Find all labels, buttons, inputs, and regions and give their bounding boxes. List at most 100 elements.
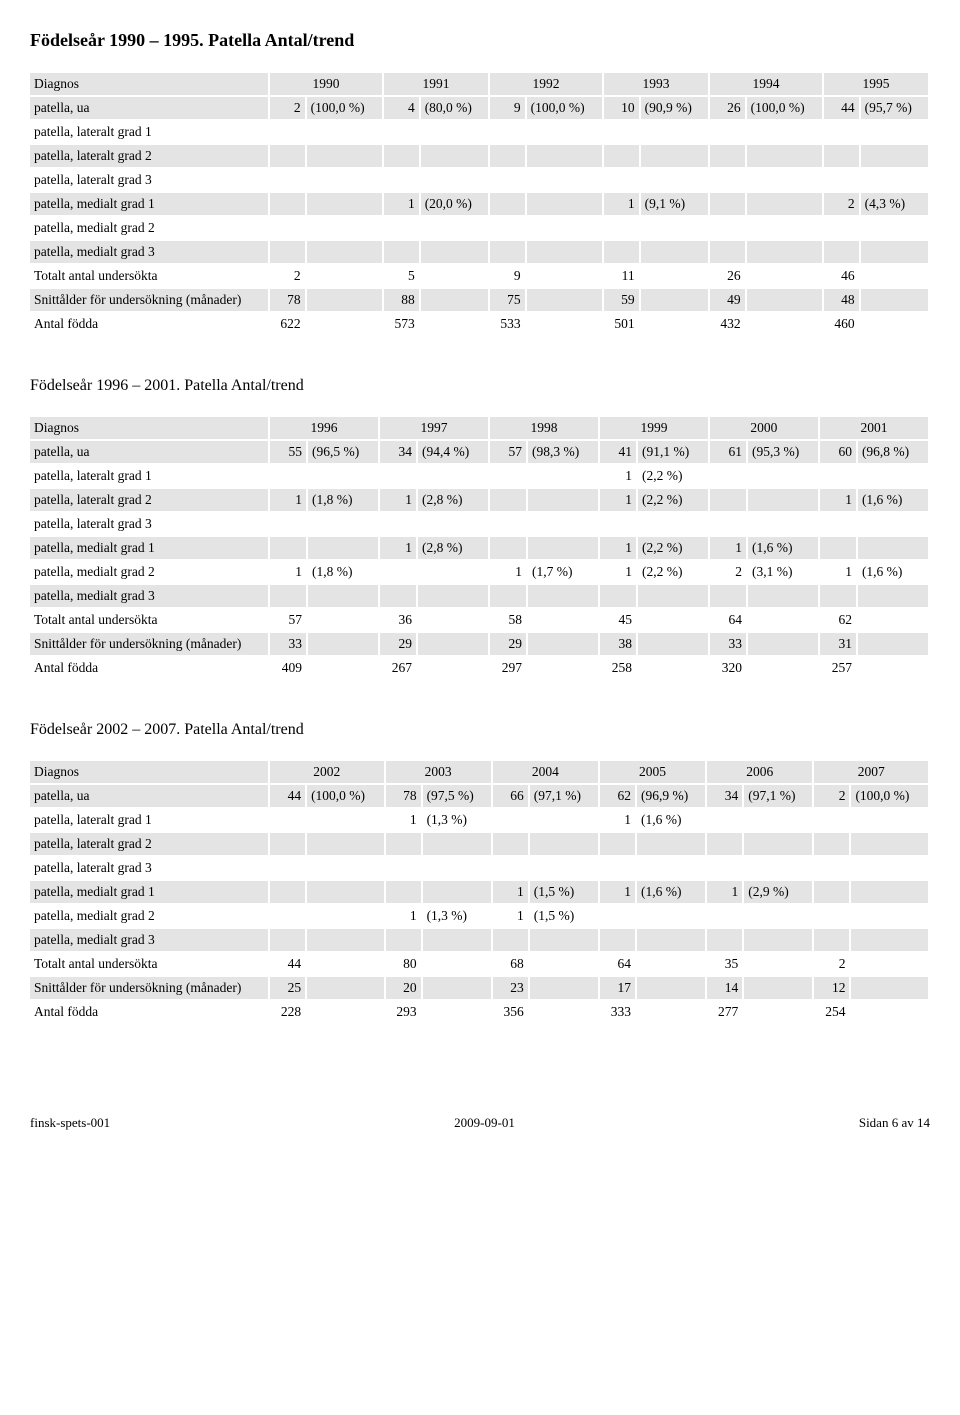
cell-percent: (1,8 %)	[307, 488, 379, 512]
cell-value	[489, 192, 526, 216]
cell-percent: (1,6 %)	[636, 808, 706, 832]
cell-percent: (98,3 %)	[527, 440, 599, 464]
table-row: patella, medialt grad 21(1,8 %)1(1,7 %)1…	[30, 560, 929, 584]
table-row: Totalt antal undersökta259112646	[30, 264, 929, 288]
cell-percent	[307, 608, 379, 632]
cell-value	[269, 168, 306, 192]
column-header-year: 1995	[823, 73, 929, 96]
cell-value: 64	[709, 608, 747, 632]
cell-percent	[527, 608, 599, 632]
table-row: Antal födda228293356333277254	[30, 1000, 929, 1024]
cell-value: 1	[492, 904, 529, 928]
cell-value: 228	[269, 1000, 306, 1024]
cell-percent	[850, 904, 929, 928]
cell-value: 55	[269, 440, 307, 464]
cell-value	[269, 536, 307, 560]
cell-percent	[417, 584, 489, 608]
cell-value	[269, 856, 306, 880]
cell-value: 4	[383, 96, 420, 120]
cell-value	[492, 832, 529, 856]
column-header-diagnos: Diagnos	[30, 417, 269, 440]
table-row: patella, medialt grad 11(2,8 %)1(2,2 %)1…	[30, 536, 929, 560]
column-header-year: 1990	[269, 73, 383, 96]
cell-percent: (100,0 %)	[850, 784, 929, 808]
cell-value: 5	[383, 264, 420, 288]
cell-percent	[743, 856, 813, 880]
section-title-2: Födelseår 1996 – 2001. Patella Antal/tre…	[30, 377, 930, 395]
row-label: patella, lateralt grad 1	[30, 808, 269, 832]
row-label: Totalt antal undersökta	[30, 608, 269, 632]
table-row: patella, ua55(96,5 %)34(94,4 %)57(98,3 %…	[30, 440, 929, 464]
cell-percent	[306, 832, 384, 856]
cell-percent	[637, 608, 709, 632]
cell-percent	[747, 488, 819, 512]
cell-percent: (95,7 %)	[860, 96, 929, 120]
cell-percent	[746, 288, 823, 312]
column-header-year: 1991	[383, 73, 489, 96]
cell-value	[706, 808, 743, 832]
row-label: patella, medialt grad 3	[30, 584, 269, 608]
column-header-year: 2002	[269, 761, 385, 784]
cell-value: 31	[819, 632, 857, 656]
table-row: patella, lateralt grad 1	[30, 120, 929, 144]
table-row: patella, lateralt grad 2	[30, 832, 929, 856]
cell-percent: (2,2 %)	[637, 464, 709, 488]
cell-percent	[746, 216, 823, 240]
cell-value	[823, 120, 860, 144]
table-row: Totalt antal undersökta573658456462	[30, 608, 929, 632]
cell-percent	[746, 240, 823, 264]
cell-percent	[420, 144, 489, 168]
cell-percent: (20,0 %)	[420, 192, 489, 216]
cell-percent	[857, 632, 929, 656]
cell-percent	[850, 856, 929, 880]
cell-percent	[306, 928, 384, 952]
cell-value	[385, 856, 422, 880]
cell-value: 2	[269, 96, 306, 120]
cell-percent	[420, 168, 489, 192]
cell-percent	[529, 976, 599, 1000]
cell-value: 9	[489, 96, 526, 120]
cell-value: 333	[599, 1000, 636, 1024]
cell-value: 277	[706, 1000, 743, 1024]
cell-value: 57	[269, 608, 307, 632]
cell-value: 409	[269, 656, 307, 680]
cell-value: 68	[492, 952, 529, 976]
row-label: patella, ua	[30, 440, 269, 464]
row-label: patella, lateralt grad 3	[30, 856, 269, 880]
table-container-1: Diagnos199019911992199319941995patella, …	[30, 73, 930, 337]
cell-value: 36	[379, 608, 417, 632]
cell-value: 1	[599, 808, 636, 832]
cell-percent	[306, 168, 383, 192]
cell-percent	[636, 904, 706, 928]
cell-percent	[637, 584, 709, 608]
cell-value: 62	[599, 784, 636, 808]
cell-percent	[746, 120, 823, 144]
table-row: Antal födda409267297258320257	[30, 656, 929, 680]
cell-percent	[857, 512, 929, 536]
cell-value	[269, 144, 306, 168]
row-label: patella, medialt grad 3	[30, 240, 269, 264]
cell-percent	[743, 904, 813, 928]
cell-value: 573	[383, 312, 420, 336]
cell-percent	[306, 808, 384, 832]
cell-value	[603, 240, 640, 264]
cell-percent: (1,6 %)	[747, 536, 819, 560]
cell-value: 33	[269, 632, 307, 656]
cell-value: 258	[599, 656, 637, 680]
cell-value	[819, 536, 857, 560]
cell-percent	[747, 632, 819, 656]
cell-value	[819, 464, 857, 488]
cell-value	[269, 904, 306, 928]
cell-value	[819, 512, 857, 536]
cell-value: 23	[492, 976, 529, 1000]
cell-percent	[526, 120, 603, 144]
cell-percent	[417, 464, 489, 488]
cell-value: 14	[706, 976, 743, 1000]
cell-value: 1	[599, 560, 637, 584]
cell-percent	[420, 288, 489, 312]
row-label: patella, ua	[30, 784, 269, 808]
table-row: patella, medialt grad 21(1,3 %)1(1,5 %)	[30, 904, 929, 928]
cell-value	[599, 584, 637, 608]
cell-percent	[529, 952, 599, 976]
cell-percent	[637, 656, 709, 680]
